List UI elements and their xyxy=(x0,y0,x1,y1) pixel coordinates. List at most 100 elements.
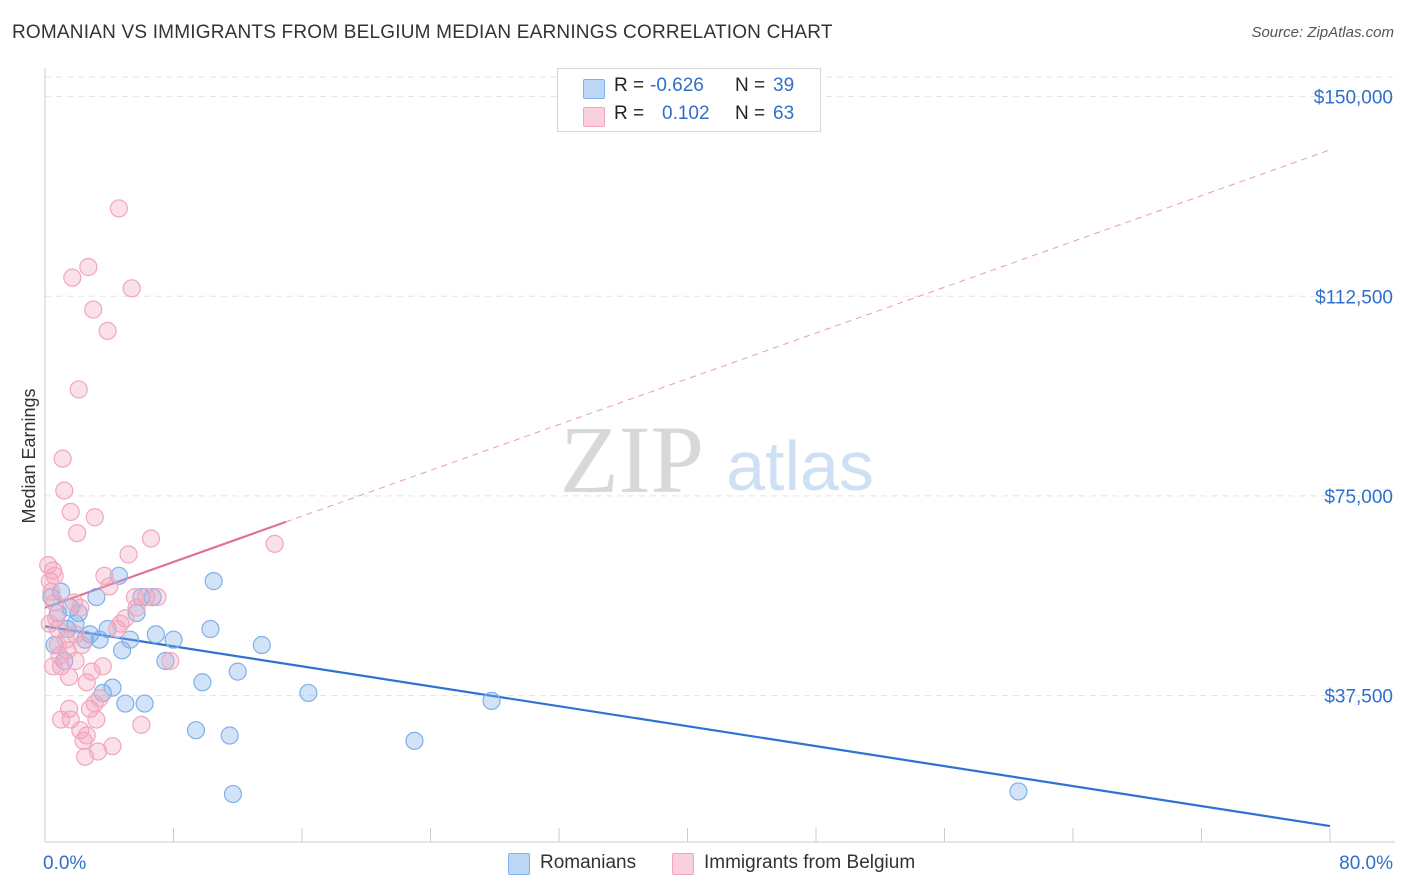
legend-swatch-romanians xyxy=(508,853,530,875)
r-value: 0.102 xyxy=(662,103,710,124)
y-tick-label: $75,000 xyxy=(1324,487,1393,508)
point-belgium xyxy=(77,726,96,745)
point-belgium xyxy=(122,279,141,298)
point-belgium xyxy=(84,300,103,319)
grid-lines xyxy=(45,76,1395,697)
x-tick-label-max: 80.0% xyxy=(1339,853,1393,874)
r-label: R = xyxy=(614,75,645,96)
point-belgium xyxy=(93,657,112,676)
stats-row-romanians: R = -0.626 N = 39 xyxy=(558,75,820,103)
point-belgium xyxy=(119,545,138,564)
watermark: ZIP atlas xyxy=(560,406,874,513)
romanians-swatch xyxy=(583,79,605,99)
trend-romanians xyxy=(44,625,1331,828)
stats-box: R = -0.626 N = 39 R = 0.102 N = 63 xyxy=(557,68,821,132)
point-romanians xyxy=(42,587,61,607)
point-romanians xyxy=(186,721,206,740)
point-belgium xyxy=(71,598,90,617)
axis-labels: $37,500 $75,000 $112,500 $150,000 0.0% 80.0% M… xyxy=(19,88,1393,874)
point-belgium xyxy=(103,737,122,756)
watermark-zip: ZIP xyxy=(560,406,704,513)
point-belgium xyxy=(66,625,85,644)
point-romanians xyxy=(87,587,106,607)
point-belgium xyxy=(45,566,64,585)
point-romanians xyxy=(201,619,220,639)
y-tick-label: $150,000 xyxy=(1314,88,1393,109)
y-tick-label: $37,500 xyxy=(1324,687,1393,708)
point-belgium xyxy=(132,715,151,734)
legend-label-belgium: Immigrants from Belgium xyxy=(704,852,916,873)
source-note: Source: ZipAtlas.com xyxy=(1251,24,1394,41)
point-belgium xyxy=(77,673,96,692)
point-belgium xyxy=(53,449,72,468)
point-belgium xyxy=(74,731,93,750)
point-belgium xyxy=(68,524,87,543)
point-belgium xyxy=(116,609,135,628)
r-label: R = xyxy=(614,103,645,124)
n-label: N = xyxy=(735,75,766,96)
point-romanians xyxy=(156,651,175,671)
point-romanians xyxy=(135,694,154,713)
point-romanians xyxy=(76,630,95,649)
point-belgium xyxy=(40,614,59,633)
point-belgium xyxy=(141,529,161,548)
point-romanians xyxy=(228,662,247,681)
point-romanians xyxy=(164,630,183,649)
point-belgium xyxy=(79,257,98,277)
point-belgium xyxy=(45,593,64,612)
point-belgium xyxy=(69,380,88,399)
legend-swatch-belgium xyxy=(672,853,694,875)
data-points xyxy=(39,199,1028,804)
watermark-atlas: atlas xyxy=(726,427,874,505)
x-tick-label-min: 0.0% xyxy=(43,853,86,874)
point-romanians xyxy=(143,587,162,607)
chart-title: ROMANIAN VS IMMIGRANTS FROM BELGIUM MEDI… xyxy=(12,22,833,43)
point-belgium xyxy=(43,657,63,676)
point-belgium xyxy=(111,614,130,633)
point-belgium xyxy=(148,587,167,607)
point-belgium xyxy=(161,651,180,671)
point-belgium xyxy=(63,268,82,287)
point-belgium xyxy=(98,321,117,340)
point-belgium xyxy=(95,566,114,585)
point-belgium xyxy=(90,689,109,708)
point-belgium xyxy=(82,662,101,681)
point-romanians xyxy=(299,683,318,703)
y-axis-title: Median Earnings xyxy=(19,388,39,523)
trend-belgium-solid xyxy=(44,520,287,609)
point-romanians xyxy=(204,572,223,591)
point-romanians xyxy=(193,673,212,692)
point-romanians xyxy=(252,635,271,655)
point-belgium xyxy=(85,508,104,527)
y-tick-label: $112,500 xyxy=(1315,287,1393,308)
point-romanians xyxy=(1009,782,1028,801)
point-romanians xyxy=(146,625,165,644)
point-belgium xyxy=(59,667,79,687)
legend-label-romanians: Romanians xyxy=(540,852,637,873)
r-value: -0.626 xyxy=(650,75,704,96)
trend-lines xyxy=(44,149,1331,828)
n-value: 63 xyxy=(773,103,795,124)
point-belgium xyxy=(85,694,104,713)
point-belgium xyxy=(66,651,85,671)
stats-row-belgium: R = 0.102 N = 63 xyxy=(558,103,820,131)
n-value: 39 xyxy=(773,75,795,96)
point-belgium xyxy=(109,199,128,218)
point-belgium xyxy=(72,635,92,655)
belgium-swatch xyxy=(583,107,605,127)
point-belgium xyxy=(100,577,119,596)
point-belgium xyxy=(265,534,284,553)
point-belgium xyxy=(55,481,74,500)
point-romanians xyxy=(103,678,122,697)
point-romanians xyxy=(51,582,71,601)
point-romanians xyxy=(223,784,243,804)
point-romanians xyxy=(405,731,424,750)
point-belgium xyxy=(87,710,106,729)
point-romanians xyxy=(116,694,135,713)
point-belgium xyxy=(61,502,80,522)
point-romanians xyxy=(121,630,140,649)
n-label: N = xyxy=(735,103,766,124)
point-belgium xyxy=(59,699,79,718)
trend-belgium-dashed xyxy=(285,149,1331,523)
